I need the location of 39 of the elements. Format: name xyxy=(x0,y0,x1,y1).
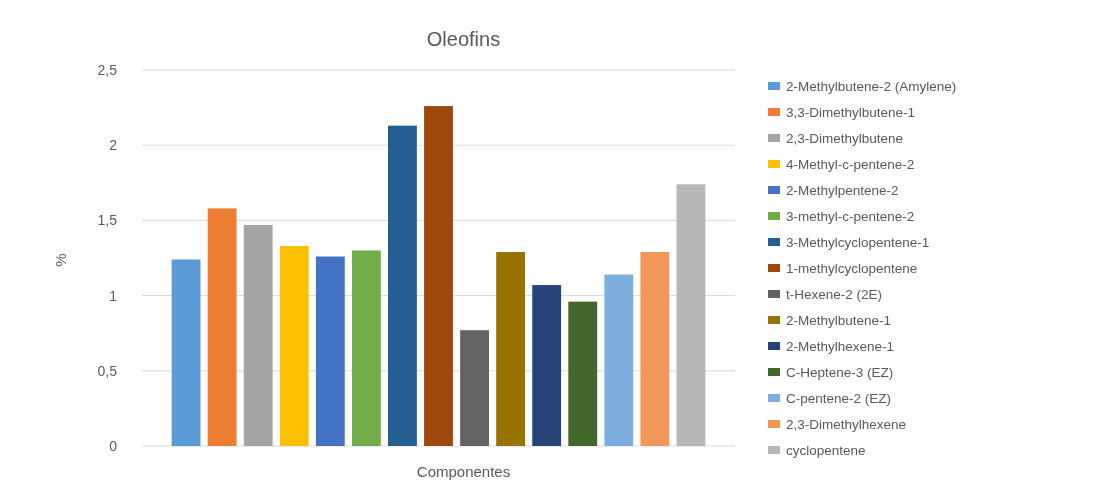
legend-label: 2-Methylhexene-1 xyxy=(786,338,895,354)
legend-label: t-Hexene-2 (2E) xyxy=(786,286,883,302)
legend-label: 1-methylcyclopentene xyxy=(786,260,918,276)
legend-label: 2,3-Dimethylbutene xyxy=(786,130,904,146)
chart-title: Oleofins xyxy=(426,28,501,50)
y-tick-label: 2 xyxy=(109,137,118,154)
bar xyxy=(676,184,706,446)
bar xyxy=(243,224,273,446)
bar xyxy=(315,256,345,446)
x-axis-title: Componentes xyxy=(416,463,511,480)
y-axis-title: % xyxy=(52,253,69,267)
bar xyxy=(568,301,598,446)
legend-label: C-pentene-2 (EZ) xyxy=(786,390,892,406)
bar xyxy=(388,125,417,446)
bar xyxy=(207,208,237,446)
legend-label: 2-Methylbutene-1 xyxy=(786,312,892,328)
legend-label: 4-Methyl-c-pentene-2 xyxy=(786,156,915,172)
y-tick-label: 1,5 xyxy=(97,212,118,229)
bar xyxy=(171,259,201,446)
y-tick-label: 1 xyxy=(109,287,118,304)
legend-label: C-Heptene-3 (EZ) xyxy=(786,364,894,380)
y-tick-label: 2,5 xyxy=(97,61,118,78)
legend-label: 2-Methylpentene-2 xyxy=(786,182,899,198)
legend-label: 3-methyl-c-pentene-2 xyxy=(786,208,915,224)
bar xyxy=(279,245,309,446)
bar xyxy=(604,274,634,446)
bar xyxy=(532,285,562,446)
y-tick-label: 0 xyxy=(109,437,118,454)
bar xyxy=(640,251,670,446)
legend-label: 3,3-Dimethylbutene-1 xyxy=(786,104,916,120)
bar xyxy=(460,330,489,446)
legend-label: cyclopentene xyxy=(786,442,866,458)
bar xyxy=(424,106,453,446)
legend-label: 3-Methylcyclopentene-1 xyxy=(786,234,930,250)
y-tick-label: 0,5 xyxy=(97,362,118,379)
legend-label: 2,3-Dimethylhexene xyxy=(786,416,907,432)
bar xyxy=(351,250,381,446)
bar xyxy=(496,251,526,446)
legend-label: 2-Methylbutene-2 (Amylene) xyxy=(786,78,957,94)
